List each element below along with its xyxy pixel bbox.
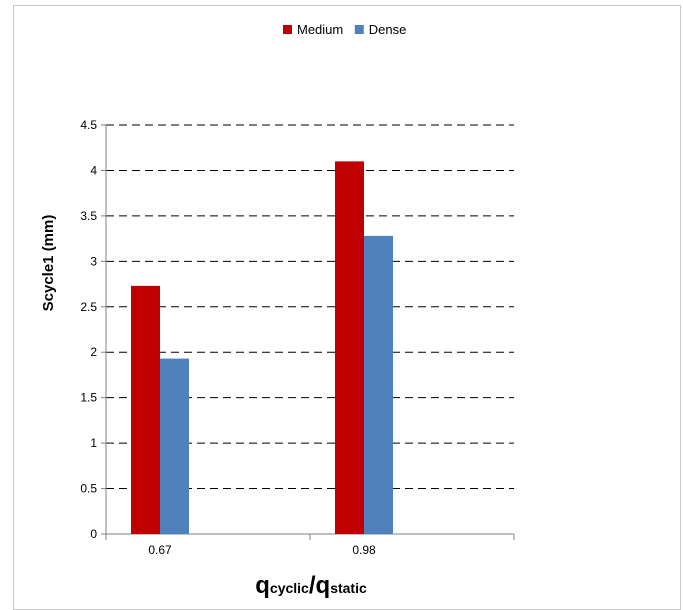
- x-axis-title-slash: /: [309, 572, 316, 599]
- x-tick-label: 0.67: [148, 543, 172, 557]
- bar-medium-1: [335, 161, 364, 534]
- x-tick-labels: 0.67 0.98: [105, 534, 515, 557]
- y-tick-labels: 0 0.5 1 1.5 2 2.5 3 3.5 4 4.5: [80, 118, 97, 541]
- x-axis-title-sub1: cyclic: [270, 580, 309, 596]
- y-tick-label: 3: [90, 254, 97, 268]
- bars: [131, 161, 393, 534]
- y-tick-label: 0.5: [80, 482, 97, 496]
- y-axis-title: Scycle1 (mm): [40, 215, 57, 312]
- x-tick-label: 0.98: [352, 543, 376, 557]
- y-tick-label: 0: [90, 527, 97, 541]
- legend: Medium Dense: [283, 22, 406, 37]
- x-axis-title: qcyclic/qstatic: [255, 572, 367, 599]
- y-tick-label: 3.5: [80, 209, 97, 223]
- y-tick-label: 4.5: [80, 118, 97, 132]
- bar-medium-0: [131, 285, 160, 534]
- x-axis-title-q2: q: [316, 572, 331, 599]
- y-tick-label: 4: [90, 163, 97, 177]
- x-axis-title-sub2: static: [330, 580, 367, 596]
- bar-dense-0: [160, 358, 189, 534]
- legend-label-medium: Medium: [297, 22, 343, 37]
- y-tick-label: 1.5: [80, 391, 97, 405]
- legend-swatch-dense: [354, 25, 364, 34]
- bar-dense-1: [364, 235, 393, 534]
- y-tick-label: 2.5: [80, 300, 97, 314]
- y-tick-label: 1: [90, 436, 97, 450]
- legend-label-dense: Dense: [369, 22, 407, 37]
- legend-swatch-medium: [283, 25, 292, 34]
- y-tick-label: 2: [90, 345, 97, 359]
- x-axis-title-q1: q: [255, 572, 270, 599]
